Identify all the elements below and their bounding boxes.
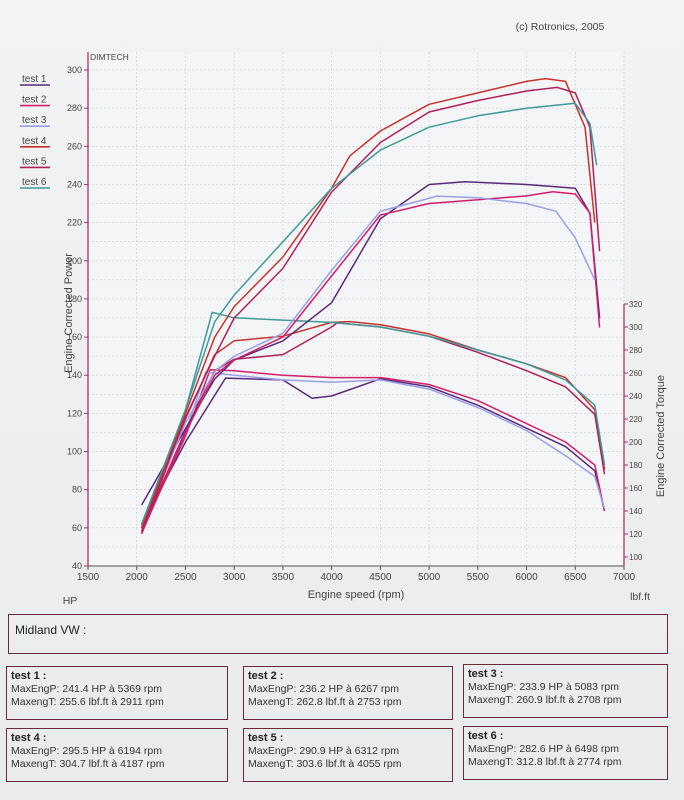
- legend-label: test 1: [22, 74, 47, 85]
- result-card-test-6: test 6 : MaxEngP: 282.6 HP à 6498 rpm Ma…: [463, 726, 668, 780]
- result-title: test 6 :: [468, 730, 504, 742]
- power-curve: [140, 77, 596, 529]
- y-left-tick-label: 100: [67, 447, 82, 457]
- x-tick-label: 5000: [418, 572, 441, 583]
- result-card-test-4: test 4 : MaxEngP: 295.5 HP à 6194 rpm Ma…: [6, 728, 228, 782]
- result-title: test 2 :: [248, 670, 284, 682]
- result-card-test-3: test 3 : MaxEngP: 233.9 HP à 5083 rpm Ma…: [463, 664, 668, 718]
- y-left-tick-label: 200: [67, 256, 82, 266]
- y-right-tick-label: 160: [629, 484, 643, 493]
- power-curve: [140, 86, 601, 532]
- plot-area: [88, 52, 624, 566]
- torque-curve: [140, 320, 606, 535]
- y-right-axis-title: Engine Corrected Torque: [655, 375, 667, 497]
- y-right-tick-label: 100: [629, 553, 643, 562]
- x-tick-label: 2500: [174, 572, 197, 583]
- y-right-tick-label: 260: [629, 369, 643, 378]
- result-max-torque: MaxengT: 262.8 lbf.ft à 2753 rpm: [248, 696, 402, 708]
- brand-text: DIMTECH: [90, 52, 129, 62]
- legend-label: test 2: [22, 95, 47, 106]
- legend-label: test 3: [22, 115, 47, 126]
- result-max-power: MaxEngP: 241.4 HP à 5369 rpm: [11, 683, 162, 695]
- left-unit-label: HP: [63, 595, 78, 607]
- y-right-tick-label: 320: [629, 300, 643, 309]
- result-max-torque: MaxengT: 303.6 lbf.ft à 4055 rpm: [248, 758, 402, 770]
- result-max-power: MaxEngP: 236.2 HP à 6267 rpm: [248, 683, 399, 695]
- legend-label: test 4: [22, 136, 47, 147]
- vehicle-box: Midland VW :: [8, 614, 668, 654]
- y-right-tick-label: 140: [629, 507, 643, 516]
- y-right-tick-label: 300: [629, 323, 643, 332]
- y-right-tick-label: 120: [629, 530, 643, 539]
- result-max-power: MaxEngP: 295.5 HP à 6194 rpm: [11, 745, 162, 757]
- y-right-tick-label: 280: [629, 346, 643, 355]
- result-max-torque: MaxengT: 312.8 lbf.ft à 2774 rpm: [468, 756, 622, 768]
- y-left-tick-label: 160: [67, 332, 82, 342]
- result-max-power: MaxEngP: 233.9 HP à 5083 rpm: [468, 681, 619, 693]
- y-left-tick-label: 120: [67, 408, 82, 418]
- result-max-power: MaxEngP: 290.9 HP à 6312 rpm: [248, 745, 399, 757]
- legend-label: test 5: [22, 156, 47, 167]
- y-left-axis-title: Engine Corrected Power: [63, 253, 75, 373]
- x-tick-label: 7000: [613, 572, 636, 583]
- legend-label: test 6: [22, 177, 47, 188]
- right-unit-label: lbf.ft: [630, 591, 650, 603]
- y-left-tick-label: 300: [67, 65, 82, 75]
- torque-curve: [140, 371, 606, 530]
- power-curve: [140, 195, 596, 529]
- y-right-tick-label: 200: [629, 438, 643, 447]
- x-tick-label: 2000: [126, 572, 149, 583]
- result-max-torque: MaxengT: 304.7 lbf.ft à 4187 rpm: [11, 758, 165, 770]
- y-left-tick-label: 260: [67, 141, 82, 151]
- result-card-test-2: test 2 : MaxEngP: 236.2 HP à 6267 rpm Ma…: [243, 666, 453, 720]
- x-tick-label: 5500: [467, 572, 490, 583]
- result-card-test-1: test 1 : MaxEngP: 241.4 HP à 5369 rpm Ma…: [6, 666, 228, 720]
- result-card-test-5: test 5 : MaxEngP: 290.9 HP à 6312 rpm Ma…: [243, 728, 453, 782]
- result-title: test 1 :: [11, 670, 47, 682]
- result-max-power: MaxEngP: 282.6 HP à 6498 rpm: [468, 743, 619, 755]
- y-left-tick-label: 60: [72, 523, 82, 533]
- power-curve: [140, 181, 601, 506]
- y-left-tick-label: 80: [72, 485, 82, 495]
- y-left-tick-label: 140: [67, 370, 82, 380]
- y-right-tick-label: 180: [629, 461, 643, 470]
- y-left-tick-label: 240: [67, 179, 82, 189]
- copyright-text: (c) Rotronics, 2005: [516, 21, 605, 33]
- x-tick-label: 3000: [223, 572, 246, 583]
- x-tick-label: 4500: [369, 572, 392, 583]
- y-left-tick-label: 180: [67, 294, 82, 304]
- torque-curve: [140, 369, 606, 533]
- torque-curve: [140, 377, 606, 526]
- x-tick-label: 6000: [515, 572, 538, 583]
- result-title: test 5 :: [248, 732, 284, 744]
- result-max-torque: MaxengT: 255.6 lbf.ft à 2911 rpm: [11, 696, 164, 708]
- y-right-tick-label: 220: [629, 415, 643, 424]
- x-tick-label: 3500: [272, 572, 295, 583]
- torque-curve: [140, 311, 606, 528]
- x-tick-label: 6500: [564, 572, 587, 583]
- vehicle-label: Midland VW :: [15, 623, 87, 637]
- y-left-tick-label: 280: [67, 103, 82, 113]
- y-left-tick-label: 220: [67, 218, 82, 228]
- dyno-chart: 1500 2000 2500 3000 3500 4000 4500 5000 5500 6000…: [20, 21, 667, 607]
- power-curve: [140, 190, 601, 534]
- x-tick-label: 4000: [321, 572, 344, 583]
- result-max-torque: MaxengT: 260.9 lbf.ft à 2708 rpm: [468, 694, 622, 706]
- result-title: test 3 :: [468, 668, 504, 680]
- y-right-tick-label: 240: [629, 392, 643, 401]
- result-title: test 4 :: [11, 732, 47, 744]
- y-left-tick-label: 40: [72, 561, 82, 571]
- x-tick-label: 1500: [77, 572, 100, 583]
- power-curve: [140, 102, 598, 525]
- x-axis-title: Engine speed (rpm): [308, 589, 405, 601]
